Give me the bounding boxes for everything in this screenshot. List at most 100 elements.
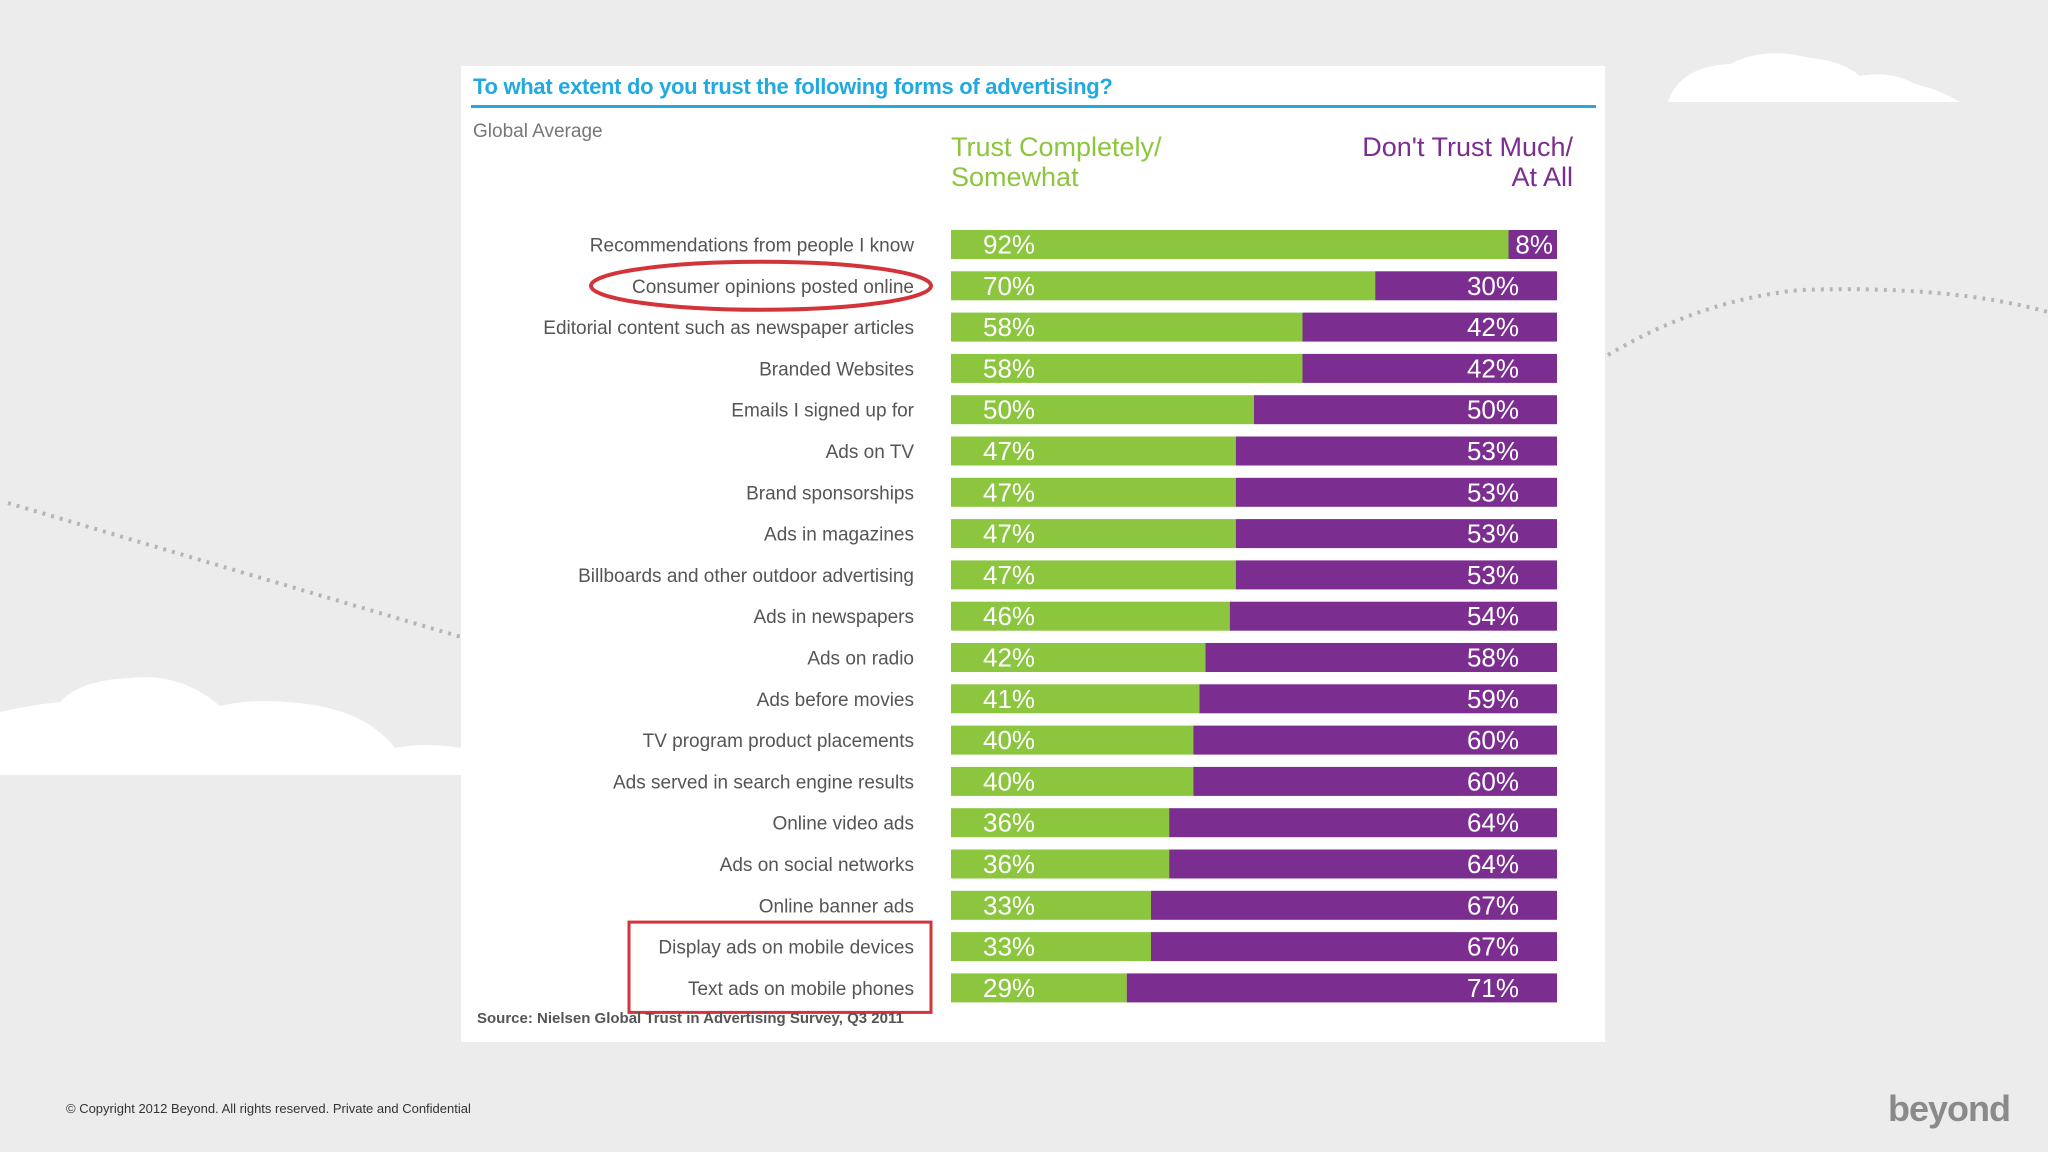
data-label-trust-ads-served-in-search-engine-results: 40% [983,766,1035,796]
bar-trust-editorial-content-such-as-newspaper-articles [951,312,1303,342]
bar-distrust-branded-websites [1302,353,1557,383]
bar-trust-consumer-opinions-posted-online [951,271,1376,301]
category-label-recommendations-from-people-i-know: Recommendations from people I know [590,236,914,257]
category-label-consumer-opinions-posted-online: Consumer opinions posted online [632,277,914,298]
legend-distrust-line2: At All [1511,162,1573,192]
bar-trust-online-banner-ads [951,890,1151,920]
bar-trust-ads-before-movies [951,684,1200,714]
bar-distrust-brand-sponsorships [1235,477,1557,507]
data-label-distrust-online-banner-ads: 67% [1467,890,1519,920]
bar-trust-ads-on-radio [951,643,1206,672]
category-label-ads-before-movies: Ads before movies [757,690,914,711]
legend-trust-line2: Somewhat [951,162,1079,192]
bar-trust-tv-program-product-placements [951,725,1194,755]
category-label-ads-on-tv: Ads on TV [826,442,915,463]
bar-distrust-editorial-content-such-as-newspaper-articles [1302,312,1557,342]
data-label-distrust-ads-on-radio: 58% [1467,643,1519,673]
data-label-distrust-branded-websites: 42% [1467,353,1519,383]
bar-trust-ads-on-social-networks [951,849,1170,879]
data-label-distrust-tv-program-product-placements: 60% [1467,725,1519,755]
bar-trust-recommendations-from-people-i-know [951,230,1509,259]
data-label-trust-ads-on-social-networks: 36% [983,849,1035,879]
category-label-ads-in-newspapers: Ads in newspapers [753,607,914,628]
data-label-trust-recommendations-from-people-i-know: 92% [983,230,1035,260]
category-label-billboards-and-other-outdoor-advertising: Billboards and other outdoor advertising [578,566,914,587]
data-label-trust-ads-before-movies: 41% [983,684,1035,714]
data-label-trust-ads-in-newspapers: 46% [983,601,1035,631]
bar-trust-emails-i-signed-up-for [951,395,1254,425]
title-rule [471,105,1596,108]
data-label-distrust-billboards-and-other-outdoor-advertising: 53% [1467,560,1519,590]
data-label-distrust-text-ads-on-mobile-phones: 71% [1467,973,1519,1003]
bar-distrust-ads-on-radio [1205,643,1557,672]
bar-distrust-ads-in-magazines [1235,519,1557,549]
bar-distrust-ads-in-newspapers [1229,601,1557,631]
category-label-ads-on-radio: Ads on radio [807,649,914,670]
data-label-trust-display-ads-on-mobile-devices: 33% [983,932,1035,962]
cloud-top-right [1668,53,1960,102]
legend-distrust-line1: Don't Trust Much/ [1362,132,1573,162]
bar-distrust-tv-program-product-placements [1193,725,1557,755]
bar-distrust-ads-on-tv [1235,436,1557,466]
data-label-distrust-consumer-opinions-posted-online: 30% [1467,271,1519,301]
data-label-trust-online-banner-ads: 33% [983,890,1035,920]
data-label-distrust-online-video-ads: 64% [1467,808,1519,838]
category-label-text-ads-on-mobile-phones: Text ads on mobile phones [688,979,914,1000]
bar-distrust-ads-on-social-networks [1169,849,1557,879]
data-label-trust-ads-in-magazines: 47% [983,519,1035,549]
category-label-online-banner-ads: Online banner ads [759,896,914,917]
bar-distrust-text-ads-on-mobile-phones [1126,973,1557,1003]
data-label-trust-emails-i-signed-up-for: 50% [983,395,1035,425]
data-label-distrust-ads-on-tv: 53% [1467,436,1519,466]
bar-trust-branded-websites [951,353,1303,383]
category-label-ads-served-in-search-engine-results: Ads served in search engine results [613,772,914,793]
category-label-branded-websites: Branded Websites [759,359,914,380]
highlight-circle [589,259,933,312]
bar-trust-text-ads-on-mobile-phones [951,973,1127,1003]
bar-trust-brand-sponsorships [951,477,1236,507]
chart-subtitle: Global Average [473,121,603,142]
bar-distrust-recommendations-from-people-i-know [1508,230,1557,259]
data-label-distrust-ads-in-magazines: 53% [1467,519,1519,549]
category-label-brand-sponsorships: Brand sponsorships [746,483,914,504]
bar-trust-ads-served-in-search-engine-results [951,766,1194,796]
cloud-bottom-left [0,677,461,775]
bar-trust-ads-in-newspapers [951,601,1230,631]
chart-source: Source: Nielsen Global Trust in Advertis… [477,1010,904,1027]
chart-panel: To what extent do you trust the followin… [461,66,1605,1042]
bar-distrust-consumer-opinions-posted-online [1375,271,1557,301]
data-label-trust-billboards-and-other-outdoor-advertising: 47% [983,560,1035,590]
beyond-logo: beyond [1888,1088,2011,1129]
bar-distrust-ads-before-movies [1199,684,1557,714]
data-label-trust-branded-websites: 58% [983,353,1035,383]
highlight-box [627,920,933,1014]
bar-trust-ads-in-magazines [951,519,1236,549]
category-label-tv-program-product-placements: TV program product placements [643,731,914,752]
data-label-trust-text-ads-on-mobile-phones: 29% [983,973,1035,1003]
data-label-distrust-ads-served-in-search-engine-results: 60% [1467,766,1519,796]
category-label-ads-in-magazines: Ads in magazines [764,525,914,546]
data-label-trust-ads-on-tv: 47% [983,436,1035,466]
data-label-distrust-display-ads-on-mobile-devices: 67% [1467,932,1519,962]
stacked-bar-chart: Recommendations from people I know 92% 8% C… [543,230,1557,1014]
category-label-display-ads-on-mobile-devices: Display ads on mobile devices [658,938,914,959]
legend-distrust: Don't Trust Much/ At All [1301,132,1573,192]
data-label-distrust-recommendations-from-people-i-know: 8% [1515,230,1553,260]
bar-trust-billboards-and-other-outdoor-advertising [951,560,1236,590]
data-label-distrust-ads-on-social-networks: 64% [1467,849,1519,879]
data-label-distrust-ads-in-newspapers: 54% [1467,601,1519,631]
chart-title: To what extent do you trust the followin… [473,74,1113,99]
data-label-distrust-emails-i-signed-up-for: 50% [1467,395,1519,425]
dotted-path-left [7,501,462,639]
data-label-trust-tv-program-product-placements: 40% [983,725,1035,755]
data-label-trust-consumer-opinions-posted-online: 70% [983,271,1035,301]
bar-distrust-emails-i-signed-up-for [1254,395,1557,425]
data-label-trust-brand-sponsorships: 47% [983,477,1035,507]
data-label-trust-online-video-ads: 36% [983,808,1035,838]
bar-distrust-display-ads-on-mobile-devices [1150,932,1557,962]
category-label-emails-i-signed-up-for: Emails I signed up for [731,401,914,422]
data-label-distrust-brand-sponsorships: 53% [1467,477,1519,507]
bar-distrust-online-banner-ads [1150,890,1557,920]
data-label-trust-editorial-content-such-as-newspaper-articles: 58% [983,312,1035,342]
